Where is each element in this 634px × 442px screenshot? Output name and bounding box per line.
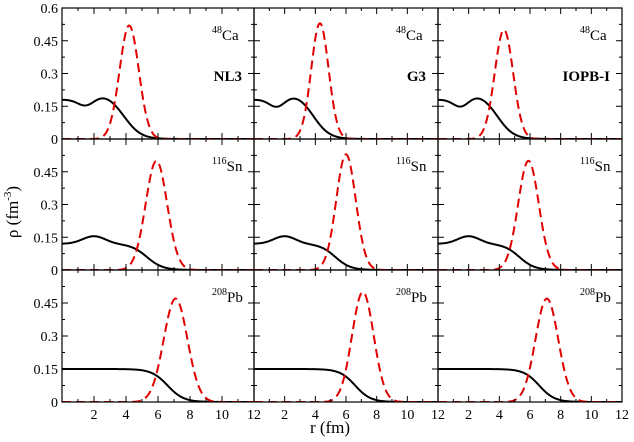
panel-ca-nl3: 48Ca NL3 0 0.15 0.3 0.45 0.6 <box>34 2 255 148</box>
x-tick-label: 8 <box>557 408 564 423</box>
x-tick-label: 10 <box>584 408 598 423</box>
surface-peak-curve <box>62 159 254 270</box>
x-tick-label: 2 <box>91 408 98 423</box>
x-tick-label: 10 <box>215 408 229 423</box>
nucleus-mass: 48 <box>212 25 222 36</box>
nucleus-mass: 116 <box>396 156 411 167</box>
x-tick-label: 6 <box>527 408 534 423</box>
x-tick-label: 2 <box>281 408 288 423</box>
model-label: NL3 <box>214 69 242 85</box>
x-axis-title: r (fm) <box>310 418 350 437</box>
y-axis-title-sup: -3 <box>2 191 14 201</box>
y-tick-label: 0.3 <box>41 330 59 345</box>
nucleus-symbol: Ca <box>222 28 239 44</box>
surface-peak-curve <box>438 159 622 270</box>
nucleus-symbol: Sn <box>227 159 243 175</box>
y-tick-label: 0.15 <box>34 231 59 246</box>
panel-ca-iopb-i: 48Ca IOPB-I <box>437 7 623 140</box>
x-tick-label: 2 <box>465 408 472 423</box>
nucleus-label: 208Pb <box>212 287 243 306</box>
y-tick-label: 0 <box>51 396 58 411</box>
nucleus-label: 48Ca <box>212 25 239 44</box>
model-label: IOPB-I <box>562 69 610 85</box>
y-tick-label: 0.6 <box>41 2 59 17</box>
nucleus-symbol: Ca <box>590 28 607 44</box>
y-axis-title-close: ) <box>3 186 22 192</box>
panel-sn-iopb-i: 116Sn <box>437 138 623 271</box>
y-tick-label: 0.45 <box>34 35 59 50</box>
nucleus-label: 116Sn <box>580 156 611 175</box>
panel-pb-nl3: 208Pb 0 0.15 0.3 0.45 2 4 6 8 10 12 <box>34 269 261 423</box>
y-tick-label: 0.45 <box>34 166 59 181</box>
x-tick-label: 12 <box>615 408 629 423</box>
nucleus-symbol: Pb <box>411 290 427 306</box>
y-tick-label: 0.3 <box>41 68 59 83</box>
density-curve <box>62 97 254 139</box>
nucleus-label: 48Ca <box>396 25 423 44</box>
nucleus-label: 48Ca <box>580 25 607 44</box>
x-tick-label: 6 <box>155 408 162 423</box>
nucleus-label: 116Sn <box>212 156 243 175</box>
y-tick-label: 0 <box>51 133 58 148</box>
x-tick-label: 10 <box>400 408 414 423</box>
nucleus-label: 208Pb <box>580 287 611 306</box>
nucleus-symbol: Pb <box>595 290 611 306</box>
nucleus-mass: 116 <box>212 156 227 167</box>
x-tick-label: 4 <box>312 408 319 423</box>
surface-peak-curve <box>438 297 622 402</box>
nucleus-mass: 48 <box>396 25 406 36</box>
y-axis-title: ρ (fm-3) <box>2 186 22 238</box>
x-tick-label: 12 <box>247 408 261 423</box>
y-tick-label: 0.15 <box>34 363 59 378</box>
y-axis-title-main: ρ (fm <box>3 201 22 238</box>
density-curve <box>254 97 438 139</box>
x-tick-label: 12 <box>431 408 445 423</box>
density-curve <box>438 97 622 139</box>
panel-sn-nl3: 116Sn 0 0.15 0.3 0.45 <box>34 138 255 279</box>
surface-peak-curve <box>62 297 254 402</box>
nucleus-symbol: Pb <box>227 290 243 306</box>
nucleus-mass: 208 <box>580 287 595 298</box>
panel-sn-g3: 116Sn <box>253 138 439 271</box>
nucleus-label: 116Sn <box>396 156 427 175</box>
nucleus-mass: 116 <box>580 156 595 167</box>
y-tick-label: 0.3 <box>41 199 59 214</box>
x-tick-label: 4 <box>496 408 503 423</box>
surface-peak-curve <box>254 153 438 270</box>
panel-pb-g3: 208Pb 2 4 6 8 10 12 <box>253 269 445 423</box>
svg-text:ρ (fm-3): ρ (fm-3) <box>2 186 22 238</box>
surface-peak-curve <box>254 290 438 402</box>
y-tick-label: 0 <box>51 264 58 279</box>
nucleus-mass: 208 <box>396 287 411 298</box>
nucleus-symbol: Sn <box>595 159 611 175</box>
nucleus-symbol: Ca <box>406 28 423 44</box>
x-tick-label: 8 <box>187 408 194 423</box>
y-tick-label: 0.45 <box>34 297 59 312</box>
y-tick-label: 0.15 <box>34 100 59 115</box>
panel-pb-iopb-i: 208Pb 2 4 6 8 10 12 <box>437 269 629 423</box>
x-tick-label: 6 <box>343 408 350 423</box>
panel-ca-g3: 48Ca G3 <box>253 7 439 140</box>
nucleus-mass: 48 <box>580 25 590 36</box>
nucleus-mass: 208 <box>212 287 227 298</box>
x-tick-label: 4 <box>123 408 130 423</box>
nucleus-symbol: Sn <box>411 159 427 175</box>
model-label: G3 <box>407 69 426 85</box>
x-tick-label: 8 <box>373 408 380 423</box>
nucleus-label: 208Pb <box>396 287 427 306</box>
panels: 48CaNL300.150.30.450.648CaG348CaIOPB-I11… <box>34 2 630 423</box>
